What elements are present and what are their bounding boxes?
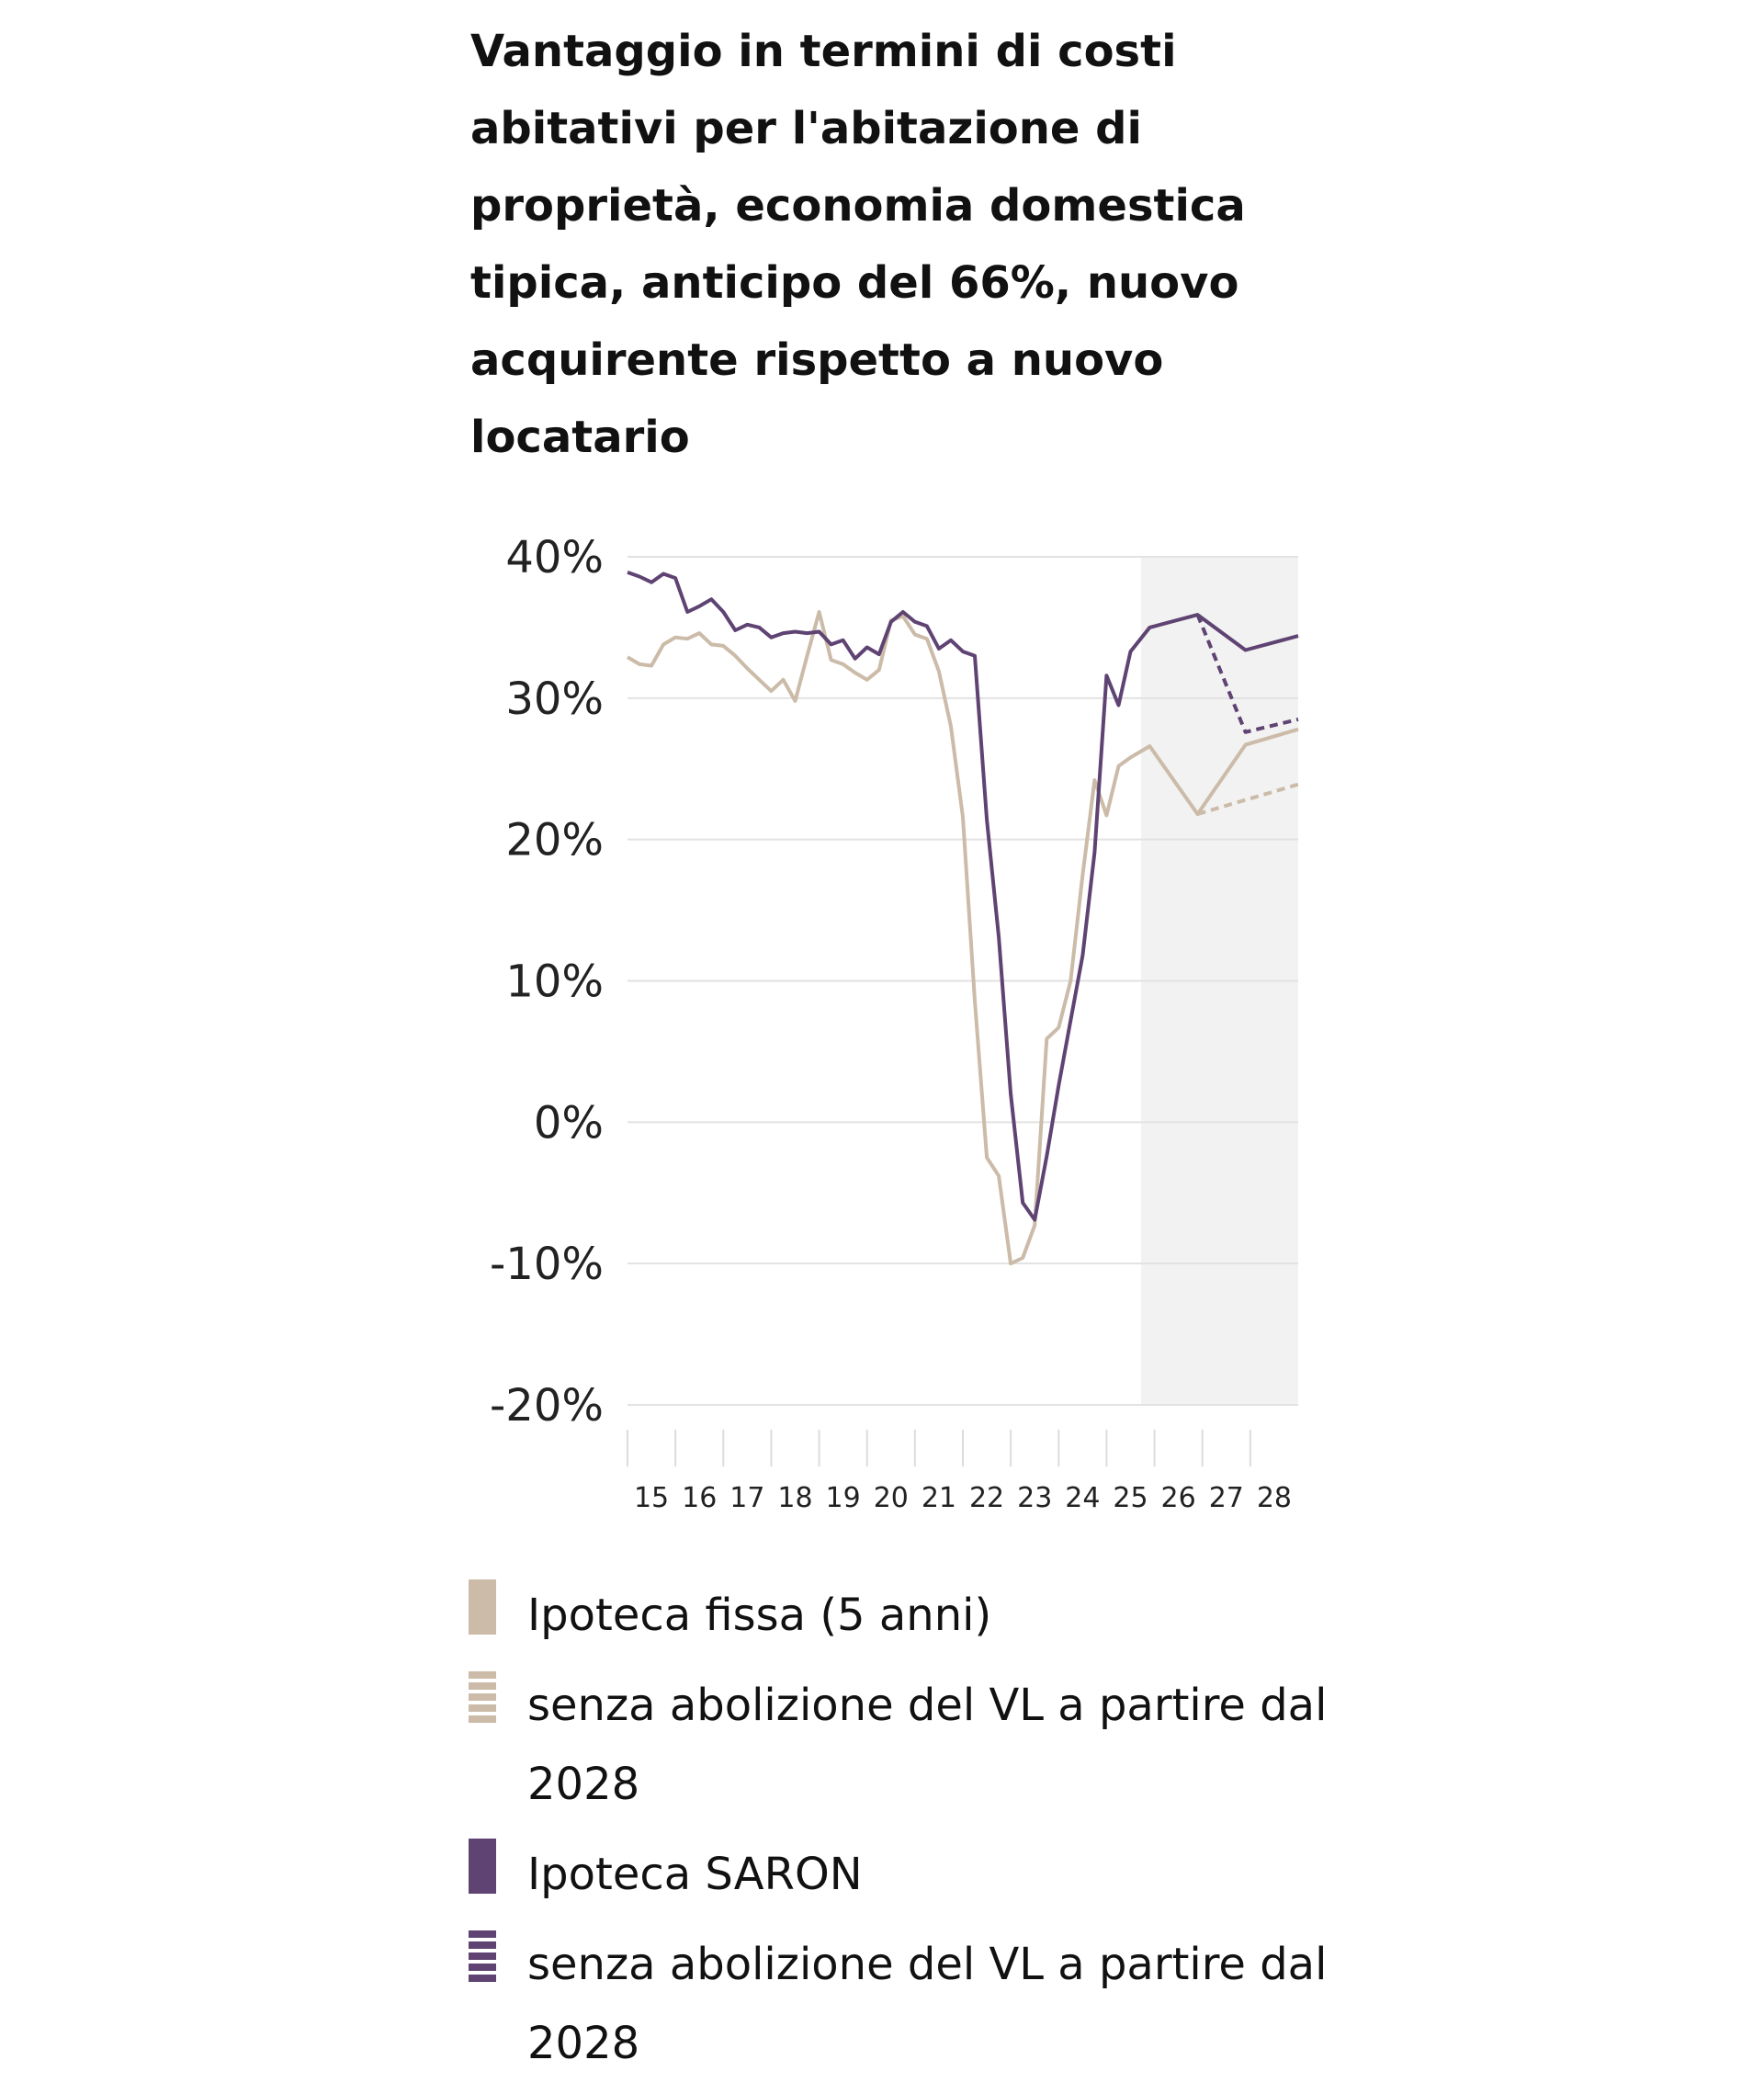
legend: Ipoteca fissa (5 anni) senza abolizione … <box>469 1576 1387 2094</box>
legend-label: Ipoteca fissa (5 anni) <box>527 1590 992 1641</box>
legend-swatch <box>469 1839 496 1894</box>
y-tick-label: 0% <box>534 1097 604 1149</box>
legend-item-saron: Ipoteca SARON <box>469 1835 1387 1914</box>
x-tick-label: 18 <box>777 1482 812 1514</box>
x-tick-label: 15 <box>634 1482 669 1514</box>
legend-swatch-striped <box>469 1671 496 1723</box>
x-tick-label: 20 <box>874 1482 909 1514</box>
x-tick-label: 23 <box>1017 1482 1052 1514</box>
y-tick-label: 40% <box>505 532 604 583</box>
legend-item-saron-without-abolition: senza abolizione del VL a partire dal 20… <box>469 1925 1387 2083</box>
legend-label: Ipoteca SARON <box>527 1849 863 1900</box>
series-line-dashed <box>1196 782 1299 816</box>
x-tick-label: 25 <box>1113 1482 1148 1514</box>
series-line-dashed <box>1195 614 1299 734</box>
chart-title: Vantaggio in termini di costi abitativi … <box>470 26 1246 463</box>
x-tick-label: 21 <box>922 1482 956 1514</box>
series-line <box>626 610 1299 1266</box>
x-tick-label: 16 <box>682 1482 717 1514</box>
legend-label: senza abolizione del VL a partire dal 20… <box>527 1680 1328 1810</box>
series-line <box>627 571 1299 1222</box>
x-tick-label: 28 <box>1257 1482 1292 1514</box>
x-tick-label: 24 <box>1065 1482 1100 1514</box>
x-tick-label: 26 <box>1161 1482 1196 1514</box>
x-tick-label: 17 <box>729 1482 764 1514</box>
legend-swatch-striped <box>469 1930 496 1982</box>
legend-swatch <box>469 1579 496 1635</box>
x-tick-label: 19 <box>826 1482 861 1514</box>
legend-item-fixed: Ipoteca fissa (5 anni) <box>469 1576 1387 1655</box>
y-tick-label: 20% <box>505 815 604 866</box>
y-tick-label: 30% <box>505 673 604 725</box>
legend-item-fixed-without-abolition: senza abolizione del VL a partire dal 20… <box>469 1666 1387 1824</box>
y-tick-label: -20% <box>490 1380 604 1432</box>
x-tick-label: 27 <box>1209 1482 1244 1514</box>
y-tick-label: 10% <box>505 956 604 1008</box>
x-tick-label: 22 <box>969 1482 1004 1514</box>
y-tick-label: -10% <box>490 1239 604 1290</box>
legend-label: senza abolizione del VL a partire dal 20… <box>527 1939 1328 2069</box>
line-chart: 40% 30% 20% 10% 0% -10% -20% 15 16 17 18 19 20 21 22 23… <box>490 532 1299 1514</box>
